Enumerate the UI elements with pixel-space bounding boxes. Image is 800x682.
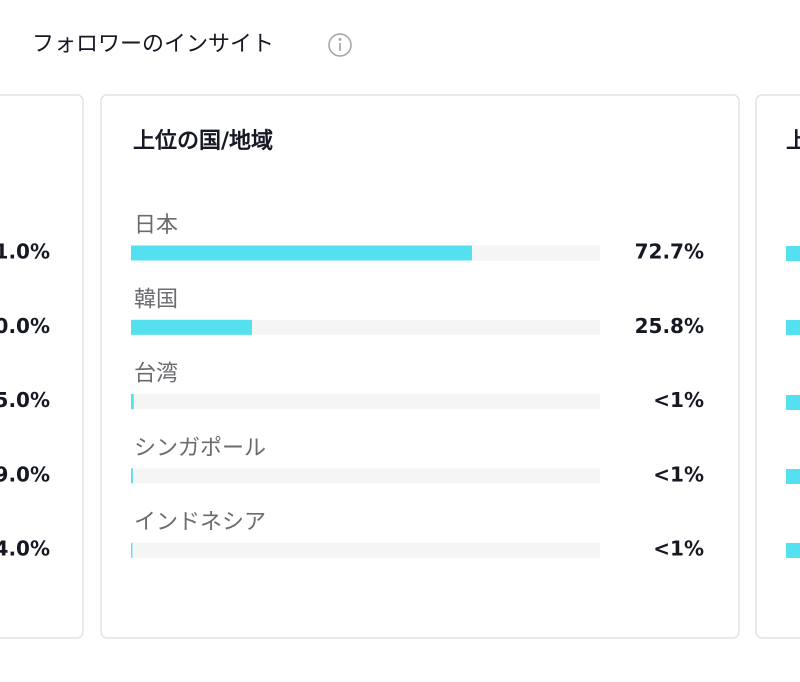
country-card bbox=[100, 94, 740, 639]
right-bar-fragment bbox=[786, 320, 800, 335]
country-label: 台湾 bbox=[134, 362, 178, 387]
bar bbox=[131, 245, 472, 261]
bar bbox=[131, 394, 134, 410]
country-label: 韓国 bbox=[134, 287, 178, 312]
country-label: 日本 bbox=[134, 213, 178, 238]
right-bar-fragment bbox=[786, 543, 800, 558]
card-title: 上位の国/地域 bbox=[133, 128, 273, 154]
left-card-value: 1.0% bbox=[0, 240, 50, 264]
left-card-value: 5.0% bbox=[0, 388, 50, 412]
bar bbox=[131, 468, 133, 484]
section-title: フォロワーのインサイト bbox=[32, 32, 274, 57]
value-label: 72.7% bbox=[635, 240, 704, 264]
country-label: シンガポール bbox=[134, 436, 266, 461]
value-label: <1% bbox=[653, 388, 704, 412]
bar bbox=[131, 319, 253, 335]
bar-track bbox=[131, 542, 600, 558]
right-card-bars bbox=[786, 246, 800, 558]
value-label: <1% bbox=[653, 462, 704, 486]
bar-track bbox=[131, 468, 600, 484]
info-icon-dot bbox=[338, 38, 342, 41]
left-card-value: 4.0% bbox=[0, 537, 50, 561]
right-bar-fragment bbox=[786, 246, 800, 261]
left-card-value: 9.0% bbox=[0, 462, 50, 486]
bar-track bbox=[131, 394, 600, 410]
left-card-value: 0.0% bbox=[0, 314, 50, 338]
value-label: <1% bbox=[653, 537, 704, 561]
value-label: 25.8% bbox=[635, 314, 704, 338]
right-card bbox=[755, 94, 800, 639]
info-icon[interactable] bbox=[328, 33, 352, 57]
right-bar-fragment bbox=[786, 469, 800, 484]
left-card bbox=[0, 94, 84, 639]
info-icon-circle bbox=[328, 33, 352, 57]
right-card-title: 上 bbox=[786, 129, 800, 154]
country-rows: 日本 72.7% 韓国 25.8% 台湾 <1% シンガポール <1% インドネシア <1% bbox=[131, 213, 704, 561]
country-label: インドネシア bbox=[134, 510, 266, 535]
left-card-values: 1.0% 0.0% 5.0% 9.0% 4.0% bbox=[0, 240, 50, 561]
right-bar-fragment bbox=[786, 395, 800, 410]
bar bbox=[131, 542, 133, 558]
